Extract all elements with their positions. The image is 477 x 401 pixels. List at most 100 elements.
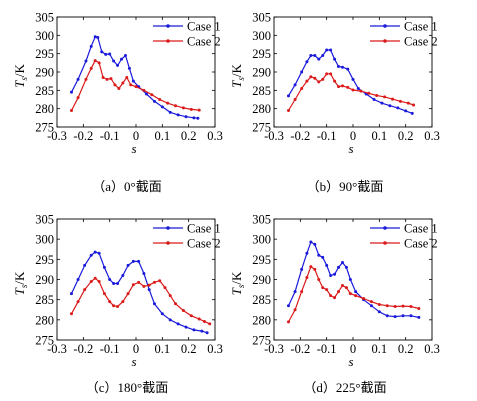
data-point [69, 109, 73, 112]
data-point [101, 76, 105, 79]
legend-marker [383, 226, 387, 230]
data-point [126, 292, 130, 296]
x-tick-label: 0.1 [155, 129, 171, 143]
data-point [131, 283, 135, 287]
data-point [121, 273, 125, 277]
data-point [325, 288, 329, 292]
y-axis-label-subscript: s [19, 284, 29, 288]
data-point [93, 59, 97, 63]
y-tick-label: 300 [252, 29, 271, 43]
data-point [142, 284, 146, 288]
x-axis-label: s [131, 141, 136, 156]
data-point [333, 272, 337, 276]
x-tick-label: -0.3 [47, 342, 67, 356]
y-tick-label: 290 [252, 273, 271, 287]
y-tick-label: 300 [35, 29, 54, 43]
data-point [313, 242, 317, 246]
data-point [309, 54, 313, 57]
data-point [305, 275, 309, 279]
data-point [325, 48, 329, 52]
plot-frame [273, 16, 433, 128]
data-point [112, 282, 116, 286]
data-point [69, 312, 73, 316]
y-tick-label: 290 [35, 273, 54, 287]
data-point [344, 286, 348, 290]
legend-label: Case 1 [187, 20, 221, 34]
data-point [333, 79, 337, 83]
x-tick-label: -0.1 [100, 342, 120, 356]
data-point [300, 70, 304, 74]
data-point [83, 288, 87, 292]
x-tick-label: -0.2 [290, 342, 310, 356]
data-point [102, 292, 106, 296]
data-point [375, 93, 379, 97]
data-point [286, 304, 290, 308]
series-line-1 [70, 251, 208, 334]
data-point [385, 314, 389, 318]
data-point [113, 83, 117, 87]
data-point [372, 98, 376, 101]
data-point [104, 52, 108, 56]
data-point [123, 54, 127, 57]
data-point [300, 267, 304, 271]
data-point [97, 61, 101, 65]
data-point [96, 36, 100, 40]
x-axis-label: s [348, 141, 353, 156]
data-point [69, 292, 73, 296]
data-point [145, 92, 149, 96]
data-point [313, 54, 317, 57]
y-tick-label: 305 [35, 11, 54, 25]
data-point [409, 314, 413, 318]
data-point [97, 251, 101, 255]
data-point [109, 77, 113, 81]
y-tick-label: 295 [252, 47, 271, 61]
data-point [412, 103, 416, 107]
x-axis-label: s [348, 354, 353, 369]
data-point [152, 302, 156, 306]
data-point [127, 66, 131, 70]
data-point [160, 105, 164, 109]
x-tick-label: -0.1 [317, 342, 337, 356]
y-axis-label-symbol: T [12, 287, 27, 295]
y-tick-label: 285 [35, 293, 54, 307]
legend-marker [166, 241, 170, 245]
x-tick-label: 0.3 [207, 342, 223, 356]
data-point [166, 101, 170, 105]
y-tick-label: 275 [35, 334, 54, 348]
y-axis-label-unit: /K [229, 64, 244, 78]
data-point [116, 305, 120, 309]
x-tick-label: -0.3 [264, 129, 284, 143]
data-point [404, 109, 408, 113]
data-point [147, 283, 151, 287]
data-point [344, 265, 348, 269]
y-axis-label-symbol: T [229, 80, 244, 88]
y-axis-label-unit: /K [12, 64, 27, 78]
data-point [380, 101, 384, 105]
x-tick-label: -0.1 [317, 129, 337, 143]
data-point [76, 77, 80, 81]
data-point [181, 106, 185, 110]
data-point [105, 77, 109, 81]
y-tick-label: 290 [35, 66, 54, 80]
x-tick-label: -0.2 [73, 129, 93, 143]
data-point [369, 300, 373, 304]
data-point [137, 280, 141, 284]
data-point [147, 288, 151, 292]
data-point [321, 255, 325, 259]
data-point [377, 310, 381, 314]
data-point [76, 278, 80, 281]
x-tick-label: 0 [350, 342, 356, 356]
data-point [163, 286, 167, 290]
data-point [176, 322, 180, 326]
data-point [197, 317, 201, 321]
data-point [76, 300, 80, 304]
data-point [108, 278, 112, 281]
data-point [305, 60, 309, 64]
data-point [200, 329, 204, 333]
data-point [196, 116, 200, 120]
data-point [383, 95, 387, 99]
data-point [174, 104, 177, 108]
data-point [189, 314, 193, 318]
data-point [184, 325, 188, 329]
